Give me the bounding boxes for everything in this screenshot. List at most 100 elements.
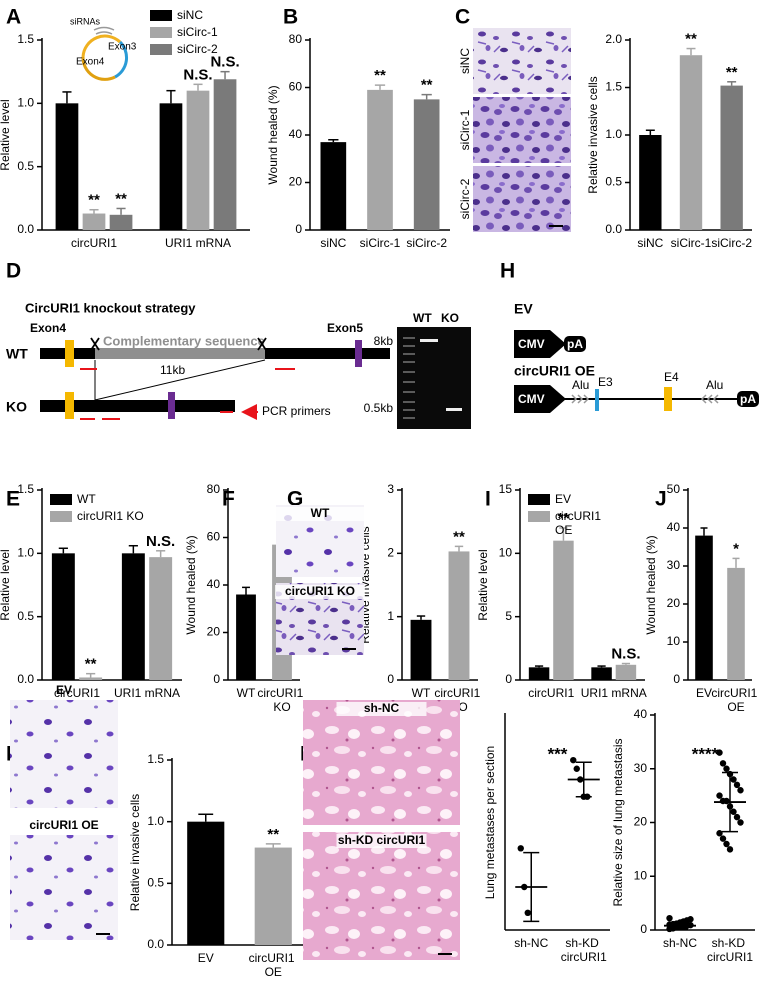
significance: ** [85,656,97,673]
significance: ** [685,31,697,48]
row-label: KO [6,399,27,415]
bar [639,135,662,230]
gel-lane: WT [413,311,432,325]
significance: *** [548,744,568,763]
y-tick-label: 0 [673,672,680,686]
x-tick-label: siCirc-2 [406,236,447,250]
micrograph [473,166,571,232]
y-tick-label: 1.5 [17,482,34,496]
image-label: siCirc-1 [458,109,472,150]
bar [720,85,743,230]
y-tick-label: 0.0 [605,222,622,236]
inset-label: Exon4 [76,57,105,68]
data-point [719,760,727,767]
bar [187,821,225,945]
bar [82,213,106,230]
micrograph [303,832,460,960]
bar [79,677,103,680]
y-tick-label: 60 [207,530,221,544]
legend-label: circURI1 KO [77,509,144,523]
legend-label: siNC [177,8,203,22]
significance: ** [88,192,100,209]
image-label: siCirc-2 [458,178,472,219]
bar [213,79,237,231]
promoter [514,385,566,413]
construct-name: EV [514,301,533,317]
y-tick-label: 1.5 [17,32,34,46]
label-backdrop [336,834,427,848]
polya [564,336,586,352]
y-tick-label: 40 [667,520,681,534]
legend-label: siCirc-2 [177,42,218,56]
y-axis-label: Relative level [476,549,490,620]
bar [553,540,574,680]
panel-label: G [287,488,303,511]
exon4-arc [81,56,116,81]
knockout-diagram: D CircURI1 knockout strategy Exon4 Exon5… [6,260,471,429]
x-tick-label: URI1 mRNA [114,686,180,700]
inset-label: Exon3 [108,42,137,53]
exon-label: Exon4 [30,321,66,335]
exon4 [65,392,74,419]
y-tick-label: 40 [289,127,303,141]
data-point [730,776,737,783]
legend-swatch [150,27,172,38]
exon-label: E4 [664,370,679,384]
bar [615,664,637,680]
y-tick-label: 10 [499,546,513,560]
data-point [723,840,730,848]
y-tick-label: 0 [387,672,394,686]
y-tick-label: 15 [499,482,513,496]
bar [413,99,440,230]
circrna-inset: siRNAs Exon3 Exon4 [70,16,137,81]
gel-marker: 8kb [374,334,394,348]
x-tick-label: WT [412,686,431,700]
bar [679,55,703,231]
y-tick-label: 1.5 [147,752,164,766]
panel-label: A [6,6,21,29]
data-point [517,845,524,852]
exon4-arc [81,34,122,58]
y-tick-label: 60 [289,80,303,94]
y-tick-label: 0 [295,222,302,236]
gel-band [446,408,462,411]
data-point [524,909,531,916]
x-tick-label: circURI1 OE [711,686,760,714]
y-tick-label: 1.0 [17,96,34,110]
bar [55,103,79,230]
polya [737,391,759,407]
x-tick-label: siCirc-1 [360,236,401,250]
sirna-strands [93,26,115,35]
alu-label: Alu [572,378,589,392]
region-label: Complementary sequence [103,333,265,348]
bar [121,553,145,680]
y-tick-label: 50 [667,482,681,496]
deletion-lines [94,359,266,401]
polya-label: pA [567,337,583,351]
gel-lane: KO [441,311,459,325]
label-backdrop [275,507,365,521]
data-point [716,830,723,837]
promoter-label: CMV [518,392,545,406]
y-tick-label: 20 [667,596,681,610]
y-tick-label: 0 [640,922,647,936]
exon4 [65,340,74,367]
bar [591,667,612,680]
x-tick-label: WT [237,686,256,700]
y-axis-label: Wound healed (%) [184,535,198,634]
y-tick-label: 40 [207,577,221,591]
image-label: sh-KD circURI1 [338,833,426,847]
significance: **** [692,744,719,763]
label-backdrop [336,702,427,716]
exon-label: Exon5 [327,321,363,335]
gel-ladder [403,337,415,419]
y-tick-label: 0 [505,672,512,686]
y-tick-label: 2.0 [605,32,622,46]
y-tick-label: 0.0 [17,672,34,686]
exon3 [595,389,599,411]
exon-label: E3 [598,375,613,389]
legend-label: EV [555,492,571,506]
exon3-arc [114,40,128,79]
label-backdrop [275,585,365,599]
